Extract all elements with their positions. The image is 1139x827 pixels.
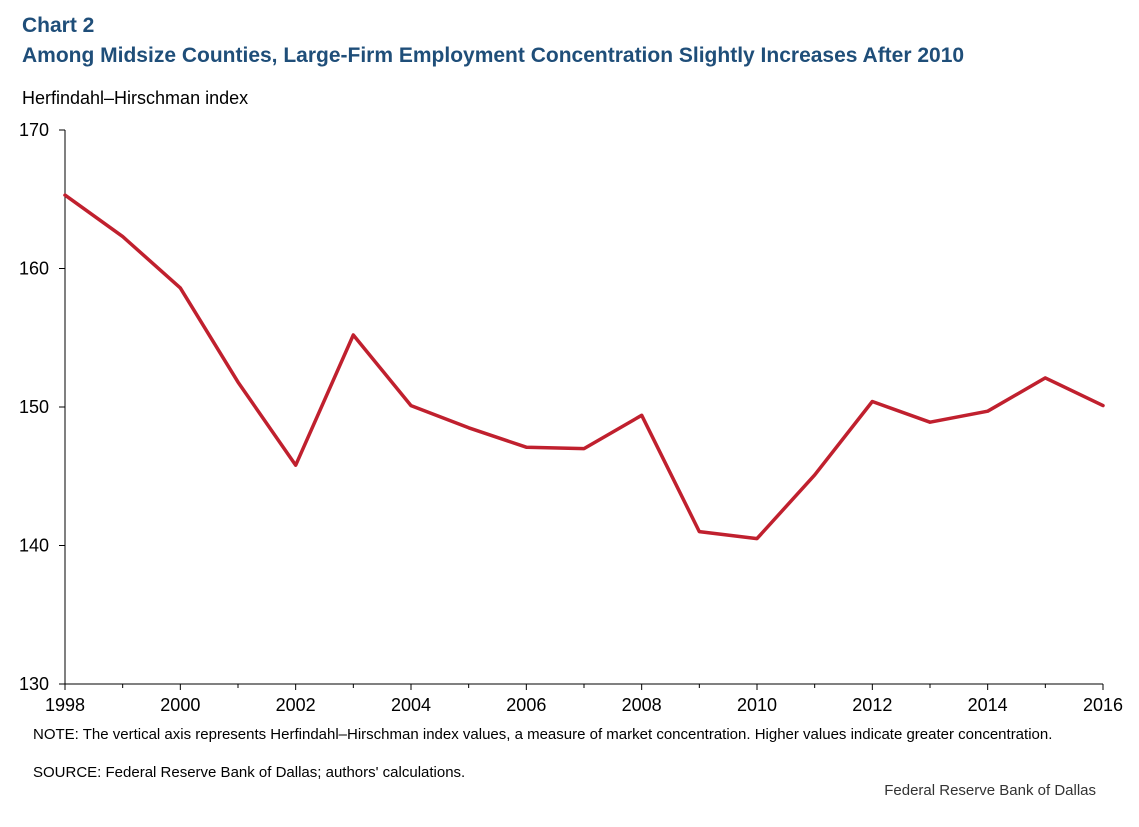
x-tick-label: 2010 xyxy=(737,695,777,715)
chart-source: SOURCE: Federal Reserve Bank of Dallas; … xyxy=(33,764,466,781)
y-tick-label: 150 xyxy=(19,397,49,417)
y-tick-label: 170 xyxy=(19,120,49,140)
x-tick-label: 2004 xyxy=(391,695,431,715)
x-tick-label: 2000 xyxy=(160,695,200,715)
chart-number: Chart 2 xyxy=(22,14,95,37)
x-tick-label: 2014 xyxy=(968,695,1008,715)
y-tick-label: 130 xyxy=(19,674,49,694)
chart-title: Among Midsize Counties, Large-Firm Emplo… xyxy=(22,44,965,67)
x-tick-label: 2016 xyxy=(1083,695,1123,715)
y-axis-label: Herfindahl–Hirschman index xyxy=(22,88,249,108)
axes xyxy=(64,130,1103,685)
x-tick-label: 2008 xyxy=(622,695,662,715)
ticks: 130 140 150 160 170 1998 2000 2002 2004 2006 2008 2… xyxy=(19,120,1123,715)
y-tick-label: 160 xyxy=(19,259,49,279)
y-tick-label: 140 xyxy=(19,536,49,556)
series-group xyxy=(63,193,1105,541)
x-tick-label: 2002 xyxy=(276,695,316,715)
x-tick-label: 2006 xyxy=(506,695,546,715)
x-tick-label: 2012 xyxy=(852,695,892,715)
credit-text: Federal Reserve Bank of Dallas xyxy=(884,782,1096,799)
series-line xyxy=(63,193,1105,541)
x-tick-label: 1998 xyxy=(45,695,85,715)
chart-note: NOTE: The vertical axis represents Herfi… xyxy=(33,726,1053,743)
